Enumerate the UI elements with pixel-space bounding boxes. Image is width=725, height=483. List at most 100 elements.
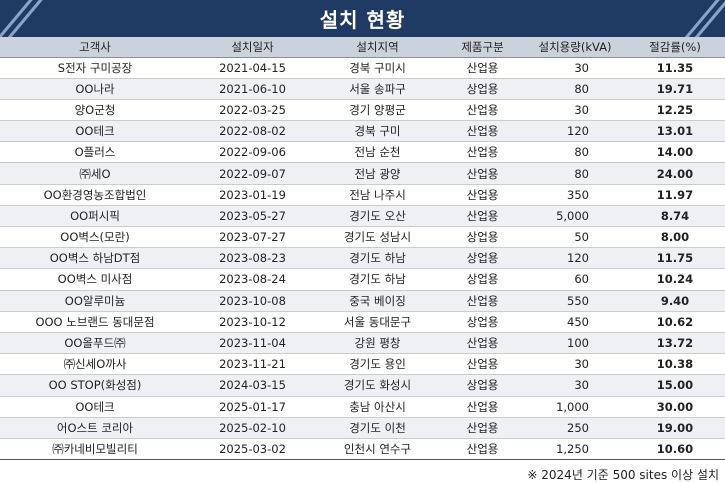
customer-cell: OO올푸드㈜ <box>0 332 190 355</box>
customer-cell: OO벽스 하남DT점 <box>0 247 190 270</box>
table-row: OO환경영농조합법인 2023-01-19 전남 나주시 산업용 350 11.97 <box>0 184 725 206</box>
date-cell: 2022-03-25 <box>190 99 315 122</box>
customer-cell: OO STOP(화성점) <box>0 374 190 397</box>
date-cell: 2023-11-04 <box>190 332 315 355</box>
date-cell: 2021-06-10 <box>190 78 315 100</box>
region-cell: 경기도 화성시 <box>315 374 440 397</box>
table-row: ㈜신세O까사 2023-11-21 경기도 용인 산업용 30 10.38 <box>0 353 725 376</box>
region-cell: 중국 베이징 <box>315 290 440 312</box>
product-type-cell: 산업용 <box>440 290 525 312</box>
product-type-cell: 산업용 <box>440 57 525 79</box>
savings-rate-cell: 10.24 <box>625 268 725 291</box>
region-cell: 경북 구미 <box>315 120 440 143</box>
capacity-cell: 30 <box>525 57 625 79</box>
footnote: ※ 2024년 기준 500 sites 이상 설치 <box>527 468 719 483</box>
capacity-cell: 30 <box>525 353 625 376</box>
date-cell: 2022-09-06 <box>190 141 315 164</box>
customer-cell: OO나라 <box>0 78 190 100</box>
date-cell: 2023-10-12 <box>190 311 315 333</box>
capacity-cell: 30 <box>525 374 625 397</box>
date-cell: 2025-03-02 <box>190 438 315 461</box>
savings-rate-cell: 8.74 <box>625 205 725 228</box>
region-cell: 경북 구미시 <box>315 57 440 79</box>
capacity-cell: 80 <box>525 141 625 164</box>
savings-rate-cell: 15.00 <box>625 374 725 397</box>
table-row: OO퍼시픽 2023-05-27 경기도 오산 산업용 5,000 8.74 <box>0 205 725 228</box>
capacity-cell: 80 <box>525 78 625 100</box>
date-cell: 2023-05-27 <box>190 205 315 228</box>
capacity-cell: 60 <box>525 268 625 291</box>
date-cell: 2024-03-15 <box>190 374 315 397</box>
date-cell: 2023-11-21 <box>190 353 315 376</box>
region-cell: 전남 광양 <box>315 162 440 185</box>
product-type-cell: 산업용 <box>440 332 525 355</box>
savings-rate-cell: 10.60 <box>625 438 725 461</box>
page-title: 설치 현황 <box>319 8 406 32</box>
decorative-stripe <box>0 0 37 37</box>
customer-cell: OO벽스(모란) <box>0 226 190 249</box>
customer-cell: OO퍼시픽 <box>0 205 190 228</box>
table-row: OO STOP(화성점) 2024-03-15 경기도 화성시 상업용 30 15.00 <box>0 374 725 397</box>
savings-rate-cell: 24.00 <box>625 162 725 185</box>
decorative-stripe <box>688 0 725 37</box>
product-type-cell: 산업용 <box>440 120 525 143</box>
region-cell: 충남 아산시 <box>315 396 440 418</box>
region-cell: 경기도 성남시 <box>315 226 440 249</box>
column-header-customer: 고객사 <box>0 37 190 58</box>
product-type-cell: 상업용 <box>440 226 525 249</box>
product-type-cell: 상업용 <box>440 374 525 397</box>
savings-rate-cell: 12.25 <box>625 99 725 122</box>
table-body: S전자 구미공장 2021-04-15 경북 구미시 산업용 30 11.35 OO나라 20… <box>0 57 725 461</box>
table-row: ㈜카네비모빌리티 2025-03-02 인천시 연수구 산업용 1,250 10.60 <box>0 438 725 461</box>
date-cell: 2023-08-23 <box>190 247 315 270</box>
table-row: O플러스 2022-09-06 전남 순천 산업용 80 14.00 <box>0 141 725 164</box>
table-row: OO알루미늄 2023-10-08 중국 베이징 산업용 550 9.40 <box>0 290 725 312</box>
capacity-cell: 250 <box>525 417 625 439</box>
date-cell: 2023-10-08 <box>190 290 315 312</box>
table-row: OO벽스 미사점 2023-08-24 경기도 하남 상업용 60 10.24 <box>0 268 725 291</box>
savings-rate-cell: 19.00 <box>625 417 725 439</box>
region-cell: 경기도 하남 <box>315 247 440 270</box>
product-type-cell: 상업용 <box>440 311 525 333</box>
date-cell: 2023-07-27 <box>190 226 315 249</box>
region-cell: 경기도 하남 <box>315 268 440 291</box>
customer-cell: OO알루미늄 <box>0 290 190 312</box>
capacity-cell: 350 <box>525 184 625 206</box>
table-row: OO테크 2022-08-02 경북 구미 산업용 120 13.01 <box>0 120 725 143</box>
region-cell: 서울 동대문구 <box>315 311 440 333</box>
region-cell: 전남 나주시 <box>315 184 440 206</box>
column-header-product-type: 제품구분 <box>440 37 525 58</box>
customer-cell: OO테크 <box>0 396 190 418</box>
product-type-cell: 산업용 <box>440 141 525 164</box>
column-header-savings-rate: 절감률(%) <box>625 37 725 58</box>
capacity-cell: 450 <box>525 311 625 333</box>
product-type-cell: 상업용 <box>440 247 525 270</box>
table-row: OOO 노브랜드 동대문점 2023-10-12 서울 동대문구 상업용 450 10.6… <box>0 311 725 333</box>
customer-cell: ㈜신세O까사 <box>0 353 190 376</box>
region-cell: 전남 순천 <box>315 141 440 164</box>
region-cell: 강원 평창 <box>315 332 440 355</box>
date-cell: 2025-02-10 <box>190 417 315 439</box>
capacity-cell: 1,250 <box>525 438 625 461</box>
savings-rate-cell: 14.00 <box>625 141 725 164</box>
customer-cell: 어O스트 코리아 <box>0 417 190 439</box>
date-cell: 2021-04-15 <box>190 57 315 79</box>
capacity-cell: 1,000 <box>525 396 625 418</box>
savings-rate-cell: 30.00 <box>625 396 725 418</box>
date-cell: 2022-09-07 <box>190 162 315 185</box>
savings-rate-cell: 8.00 <box>625 226 725 249</box>
region-cell: 경기 양평군 <box>315 99 440 122</box>
customer-cell: ㈜세O <box>0 162 190 185</box>
region-cell: 경기도 이천 <box>315 417 440 439</box>
column-header-region: 설치지역 <box>315 37 440 58</box>
table-row: OO테크 2025-01-17 충남 아산시 산업용 1,000 30.00 <box>0 396 725 418</box>
savings-rate-cell: 10.62 <box>625 311 725 333</box>
capacity-cell: 120 <box>525 247 625 270</box>
table-header-row: 고객사 설치일자 설치지역 제품구분 설치용량(kVA) 절감률(%) <box>0 37 725 58</box>
product-type-cell: 산업용 <box>440 438 525 461</box>
product-type-cell: 산업용 <box>440 353 525 376</box>
customer-cell: OO환경영농조합법인 <box>0 184 190 206</box>
savings-rate-cell: 11.35 <box>625 57 725 79</box>
product-type-cell: 산업용 <box>440 417 525 439</box>
customer-cell: O플러스 <box>0 141 190 164</box>
